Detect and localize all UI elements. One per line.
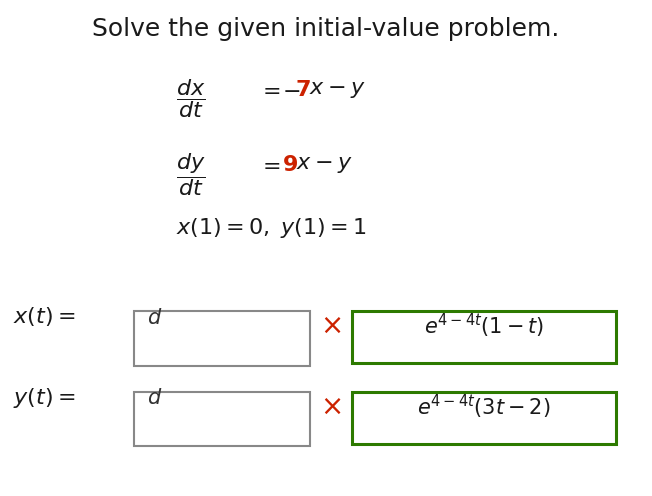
Text: $e^{4-4t}(1-t)$: $e^{4-4t}(1-t)$ [424,312,544,340]
Text: $x(t) =$: $x(t) =$ [13,305,76,328]
Text: $x(1) = 0, \; y(1) = 1$: $x(1) = 0, \; y(1) = 1$ [176,216,366,240]
FancyBboxPatch shape [352,392,616,444]
Text: $y(t) =$: $y(t) =$ [13,386,76,410]
FancyBboxPatch shape [352,311,616,363]
Text: $d$: $d$ [147,388,162,408]
Text: $\mathbf{9}$: $\mathbf{9}$ [282,155,298,175]
Text: $-$: $-$ [282,80,300,100]
Text: $=$: $=$ [258,155,280,175]
Text: $x - y$: $x - y$ [296,155,353,175]
Text: $=$: $=$ [258,80,280,100]
Text: $\times$: $\times$ [320,393,341,421]
Text: Solve the given initial-value problem.: Solve the given initial-value problem. [93,17,559,41]
Text: $\mathbf{7}$: $\mathbf{7}$ [295,80,310,100]
Text: $e^{4-4t}(3t-2)$: $e^{4-4t}(3t-2)$ [417,393,550,421]
Text: $\dfrac{dx}{dt}$: $\dfrac{dx}{dt}$ [176,77,205,120]
Text: $d$: $d$ [147,308,162,327]
FancyBboxPatch shape [134,392,310,446]
Text: $\dfrac{dy}{dt}$: $\dfrac{dy}{dt}$ [176,151,205,198]
Text: $\times$: $\times$ [320,312,341,340]
FancyBboxPatch shape [134,311,310,366]
Text: $x - y$: $x - y$ [309,80,366,100]
